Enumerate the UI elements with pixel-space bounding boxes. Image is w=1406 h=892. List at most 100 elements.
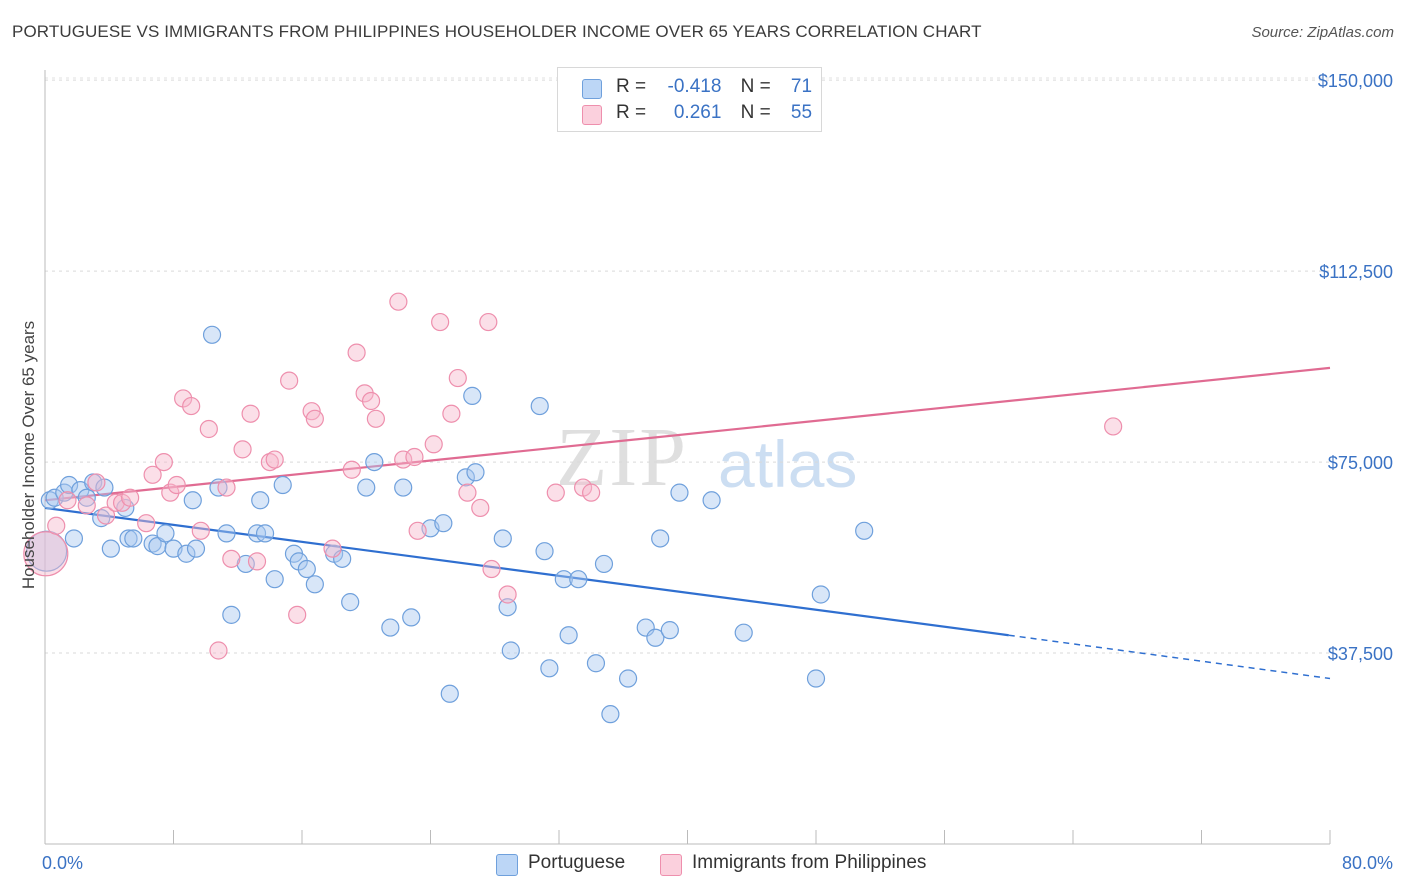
data-points [23, 292, 1123, 724]
y-tick-label: $37,500 [1328, 644, 1393, 664]
data-point [365, 452, 384, 472]
legend-r-label: R = [616, 76, 647, 97]
data-point [121, 488, 140, 507]
data-point [540, 659, 559, 678]
trend-lines [44, 366, 1331, 680]
data-point [92, 509, 111, 528]
data-point [702, 491, 721, 510]
data-point [855, 521, 874, 540]
data-point [64, 529, 84, 548]
data-point [255, 524, 275, 543]
data-point [405, 447, 424, 467]
data-point [260, 452, 279, 472]
data-point [167, 475, 186, 495]
axes [44, 70, 1331, 845]
data-point [546, 483, 565, 502]
data-point [601, 705, 620, 724]
data-point [77, 488, 96, 507]
data-point [77, 496, 96, 515]
data-point [182, 396, 201, 416]
data-point [222, 549, 241, 568]
data-point [183, 491, 202, 510]
data-point [202, 325, 222, 344]
data-point [389, 292, 408, 311]
data-point [191, 521, 210, 540]
data-point [357, 478, 376, 497]
data-point [59, 475, 79, 495]
data-point [154, 452, 173, 472]
data-point [116, 498, 135, 518]
data-point [233, 440, 252, 459]
data-point [440, 684, 459, 703]
data-point [119, 529, 138, 548]
data-point [143, 534, 162, 553]
data-point [305, 575, 324, 594]
data-point [40, 491, 59, 510]
data-point [402, 608, 421, 627]
series-philippines-points [23, 292, 1123, 660]
data-point [58, 491, 77, 510]
data-point [87, 473, 106, 492]
data-point [156, 524, 175, 543]
data-point [660, 621, 679, 640]
legend-r-value: 0.261 [673, 102, 722, 123]
data-point [217, 478, 236, 497]
series-swatch-philippines [660, 854, 682, 876]
data-point [493, 529, 512, 548]
data-point [96, 506, 116, 525]
data-point [381, 618, 400, 637]
legend-n-value: 55 [790, 102, 813, 123]
data-point [323, 539, 342, 558]
data-point [124, 529, 143, 548]
data-point [273, 475, 292, 495]
legend-r-label: R = [616, 102, 647, 123]
data-point [456, 468, 475, 487]
data-point [236, 554, 255, 574]
data-point [569, 570, 588, 589]
legend-r-value: -0.418 [667, 76, 722, 97]
data-point [431, 312, 450, 332]
y-axis-label: Householder Income Over 65 years [19, 321, 38, 589]
data-point [463, 386, 482, 405]
data-point [199, 419, 218, 439]
data-point [394, 478, 413, 497]
data-point [217, 524, 236, 543]
data-point [366, 409, 385, 428]
trend-line [44, 506, 1009, 637]
data-point [408, 521, 427, 540]
data-point [806, 669, 826, 688]
data-point [482, 559, 501, 579]
series-swatch-portuguese [496, 854, 518, 876]
series-portuguese-points [26, 325, 874, 724]
data-point [434, 514, 453, 533]
data-point [442, 404, 461, 423]
data-point [582, 483, 601, 502]
data-point [209, 641, 228, 660]
data-point [106, 493, 125, 512]
data-point [471, 498, 490, 518]
data-point [646, 628, 665, 647]
data-point [341, 593, 360, 612]
data-point [586, 654, 606, 673]
data-point [498, 585, 517, 604]
data-point [535, 542, 554, 561]
data-point [186, 539, 206, 558]
data-point [288, 605, 307, 624]
series-name-portuguese: Portuguese [528, 852, 626, 873]
data-point [498, 598, 517, 617]
legend-swatch-portuguese [582, 79, 602, 99]
trend-line-extension [1008, 634, 1331, 680]
data-point [458, 483, 477, 502]
watermark-atlas: atlas [718, 427, 857, 501]
data-point [466, 463, 485, 482]
data-point [651, 529, 670, 548]
series-name-philippines: Immigrants from Philippines [692, 852, 927, 873]
data-point [361, 391, 381, 411]
data-point [177, 544, 196, 563]
data-point [594, 554, 614, 574]
data-point [297, 559, 316, 579]
trend-line [44, 366, 1331, 502]
data-point [530, 396, 549, 416]
watermark-zip: ZIP [556, 411, 688, 504]
y-tick-label: $112,500 [1319, 262, 1393, 282]
